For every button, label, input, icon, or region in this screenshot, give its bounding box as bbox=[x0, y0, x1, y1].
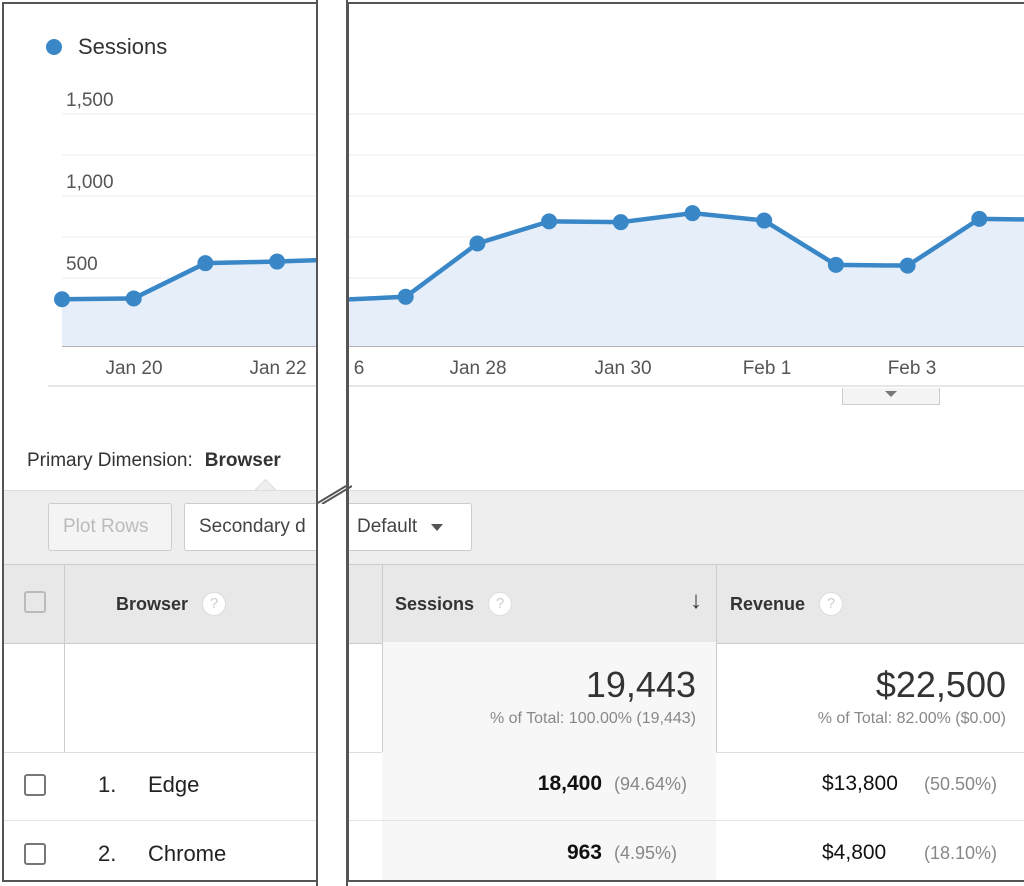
data-point bbox=[612, 214, 629, 231]
sessions-column-shade bbox=[382, 752, 716, 820]
y-tick-label: 500 bbox=[66, 254, 98, 275]
data-point bbox=[971, 210, 988, 227]
y-tick-label: 1,500 bbox=[66, 90, 114, 111]
header-browser-label: Browser bbox=[116, 593, 189, 614]
data-point bbox=[899, 257, 916, 274]
totals-row: 19,443 % of Total: 100.00% (19,443) $22,… bbox=[4, 642, 318, 753]
row-sessions: 963 bbox=[566, 841, 602, 864]
primary-dimension-label: Primary Dimension: bbox=[27, 450, 193, 471]
row-revenue: $13,800 bbox=[822, 772, 898, 795]
caret-down-icon bbox=[885, 391, 897, 397]
row-revenue: $4,800 bbox=[822, 841, 887, 864]
break-line-left bbox=[316, 0, 318, 886]
left-panel: Sessions 1,500 1,000 500 Jan 20 Jan 22 Prim… bbox=[2, 2, 320, 882]
table-row: 2. Chrome 963 (4.95%) $4,800 (18.10%) bbox=[4, 821, 318, 880]
legend-label: Sessions bbox=[78, 34, 168, 59]
row-index: 2. bbox=[98, 841, 117, 866]
table-toolbar: Plot Rows Secondary d Default bbox=[4, 490, 318, 565]
data-point bbox=[197, 255, 214, 272]
totals-row: 19,443 % of Total: 100.00% (19,443) $22,… bbox=[349, 642, 1024, 753]
x-tick-label: Jan 30 bbox=[594, 358, 651, 379]
help-icon[interactable]: ? bbox=[202, 592, 227, 616]
row-checkbox[interactable] bbox=[24, 774, 46, 796]
table-row: 2. Chrome 963 (4.95%) $4,800 (18.10%) bbox=[349, 821, 1024, 880]
col-divider bbox=[382, 642, 383, 752]
header-revenue-label: Revenue bbox=[730, 593, 806, 614]
series-area bbox=[62, 260, 318, 346]
chart-collapse-tab[interactable] bbox=[842, 388, 940, 405]
table-row: 1. Edge 18,400 (94.64%) $13,800 (50.50%) bbox=[349, 752, 1024, 821]
sort-descending-icon[interactable]: ↓ bbox=[690, 587, 702, 614]
browser-name-link[interactable]: Edge bbox=[148, 772, 200, 797]
chart-legend[interactable]: Sessions bbox=[46, 34, 167, 60]
data-point bbox=[397, 288, 414, 305]
primary-dimension-browser[interactable]: Browser bbox=[204, 450, 281, 471]
row-revenue-percent: (18.10%) bbox=[924, 843, 998, 863]
data-point bbox=[756, 212, 773, 229]
data-point bbox=[269, 253, 286, 270]
sessions-column-shade bbox=[382, 642, 716, 752]
data-point bbox=[469, 235, 486, 252]
sessions-chart: 1,500 1,000 500 Jan 20 Jan 22 bbox=[48, 90, 318, 387]
row-index: 1. bbox=[98, 772, 117, 797]
dropdown-caret-icon bbox=[431, 523, 444, 531]
row-sessions: 18,400 bbox=[537, 772, 602, 795]
col-divider bbox=[716, 565, 717, 643]
browser-name-link[interactable]: Chrome bbox=[148, 841, 227, 866]
y-tick-label: 1,000 bbox=[66, 172, 114, 193]
header-sessions-label: Sessions bbox=[395, 593, 475, 614]
data-point bbox=[541, 213, 558, 230]
col-divider bbox=[64, 565, 65, 643]
x-tick-label: Feb 3 bbox=[888, 358, 937, 379]
data-point bbox=[827, 256, 844, 273]
data-point bbox=[125, 290, 142, 307]
x-tick-label: Jan 28 bbox=[449, 358, 506, 379]
data-point bbox=[54, 291, 70, 308]
help-icon[interactable]: ? bbox=[488, 592, 513, 616]
header-sessions[interactable]: Sessions ? bbox=[395, 565, 513, 643]
legend-dot-icon bbox=[46, 39, 62, 55]
header-revenue[interactable]: Revenue ? bbox=[730, 565, 844, 643]
table-toolbar: Plot Rows Secondary d Default bbox=[349, 490, 1024, 565]
x-tick-label: Jan 20 bbox=[105, 358, 162, 379]
total-revenue: $22,500 bbox=[875, 664, 1006, 705]
break-slash-icon bbox=[316, 485, 352, 504]
table-row: 1. Edge 18,400 (94.64%) $13,800 (50.50%) bbox=[4, 752, 318, 821]
row-revenue-percent: (50.50%) bbox=[924, 774, 998, 794]
row-checkbox[interactable] bbox=[24, 843, 46, 865]
x-tick-label: 6 bbox=[354, 358, 365, 379]
row-sessions-percent: (94.64%) bbox=[614, 774, 688, 794]
table-header: Browser ? Sessions ? ↓ Revenue ? bbox=[4, 564, 318, 644]
total-sessions-percent: % of Total: 100.00% (19,443) bbox=[489, 710, 696, 727]
col-divider bbox=[716, 642, 717, 752]
col-divider bbox=[382, 565, 383, 643]
col-divider bbox=[64, 642, 65, 752]
break-gap bbox=[318, 0, 346, 886]
plot-rows-button[interactable]: Plot Rows bbox=[48, 503, 172, 551]
help-icon[interactable]: ? bbox=[819, 592, 844, 616]
series-area bbox=[349, 213, 1024, 346]
primary-dimension: Primary Dimension: Browser bbox=[27, 450, 281, 472]
row-sessions-percent: (4.95%) bbox=[614, 843, 678, 863]
x-tick-label: Feb 1 bbox=[743, 358, 792, 379]
x-tick-label: Jan 22 bbox=[249, 358, 306, 379]
select-all-checkbox[interactable] bbox=[24, 591, 46, 613]
total-sessions: 19,443 bbox=[585, 664, 696, 705]
sessions-column-shade bbox=[382, 821, 716, 880]
total-revenue-percent: % of Total: 82.00% ($0.00) bbox=[817, 710, 1006, 727]
sort-type-select[interactable]: Default bbox=[349, 503, 472, 551]
sort-type-value: Default bbox=[357, 516, 418, 537]
data-point bbox=[684, 205, 701, 222]
table-header: Browser ? Sessions ? ↓ Revenue ? bbox=[349, 564, 1024, 644]
header-browser[interactable]: Browser ? bbox=[116, 565, 227, 643]
secondary-dimension-button[interactable]: Secondary d bbox=[184, 503, 318, 551]
